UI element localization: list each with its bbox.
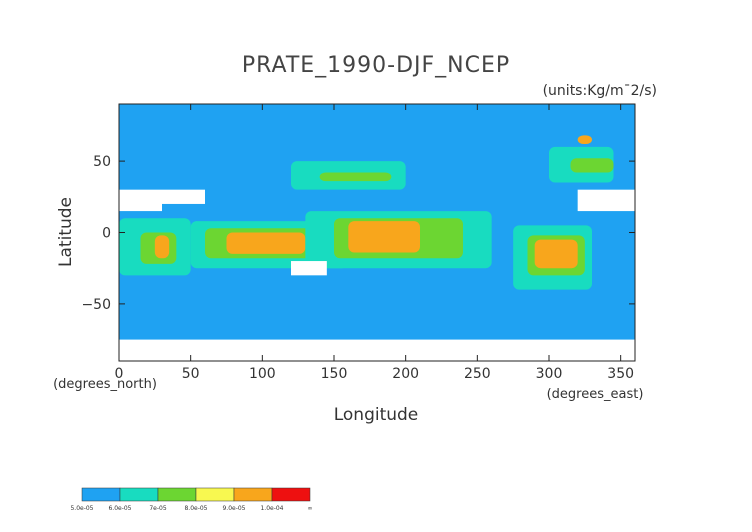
colorbar-label: 8.0e-05: [184, 505, 207, 512]
colorbar-label: 6.0e-05: [108, 505, 131, 512]
precip-region: [577, 135, 592, 144]
missing-region: [119, 339, 635, 361]
x-axis-ticks: 0 50 100 150 200 250 300 350: [115, 104, 634, 382]
y-tick-label: 0: [102, 226, 111, 242]
colorbar-swatch: [271, 487, 311, 502]
x-tick-label: 50: [182, 366, 200, 382]
precip-regions: [119, 135, 614, 290]
colorbar-swatch: [195, 487, 235, 502]
x-units-label: (degrees_east): [547, 387, 644, 402]
missing-region: [119, 189, 162, 212]
y-tick-label: 50: [93, 154, 111, 170]
colorbar-label: 1.0e-04: [260, 505, 283, 512]
precip-region: [348, 221, 420, 253]
x-tick-label: 300: [536, 366, 563, 382]
missing-region: [162, 189, 205, 204]
colorbar: 5.0e-05 6.0e-05 7e-05 8.0e-05 9.0e-05 1.0e-04…: [70, 487, 313, 512]
colorbar-swatch: [233, 487, 273, 502]
colorbar-swatch: [119, 487, 159, 502]
chart-title: PRATE_1990-DJF_NCEP: [242, 53, 510, 78]
units-label: (units:Kg/m¯2/s): [543, 83, 657, 99]
x-tick-label: 350: [607, 366, 634, 382]
colorbar-swatch: [81, 487, 121, 502]
x-tick-label: 100: [249, 366, 276, 382]
y-units-label: (degrees_north): [53, 377, 157, 392]
colorbar-label: 9.0e-05: [222, 505, 245, 512]
precip-region: [319, 172, 392, 182]
plot-area: [118, 103, 636, 362]
y-tick-label: −50: [81, 297, 111, 313]
precip-region: [570, 158, 614, 173]
missing-regions: [119, 189, 635, 361]
x-tick-label: 250: [464, 366, 491, 382]
y-axis-ticks: −50 0 50: [81, 154, 635, 313]
x-tick-label: 0: [115, 366, 124, 382]
missing-region: [577, 189, 635, 212]
precip-region: [154, 235, 170, 259]
y-axis-title: Latitude: [56, 197, 76, 267]
precip-region: [226, 232, 306, 254]
x-axis-title: Longitude: [334, 405, 419, 425]
precip-region: [534, 239, 578, 269]
missing-region: [291, 261, 327, 276]
colorbar-label: ∞: [308, 505, 313, 512]
colorbar-label: 5.0e-05: [70, 505, 93, 512]
colorbar-swatch: [157, 487, 197, 502]
x-tick-label: 200: [392, 366, 419, 382]
x-tick-label: 150: [321, 366, 348, 382]
colorbar-label: 7e-05: [149, 505, 166, 512]
